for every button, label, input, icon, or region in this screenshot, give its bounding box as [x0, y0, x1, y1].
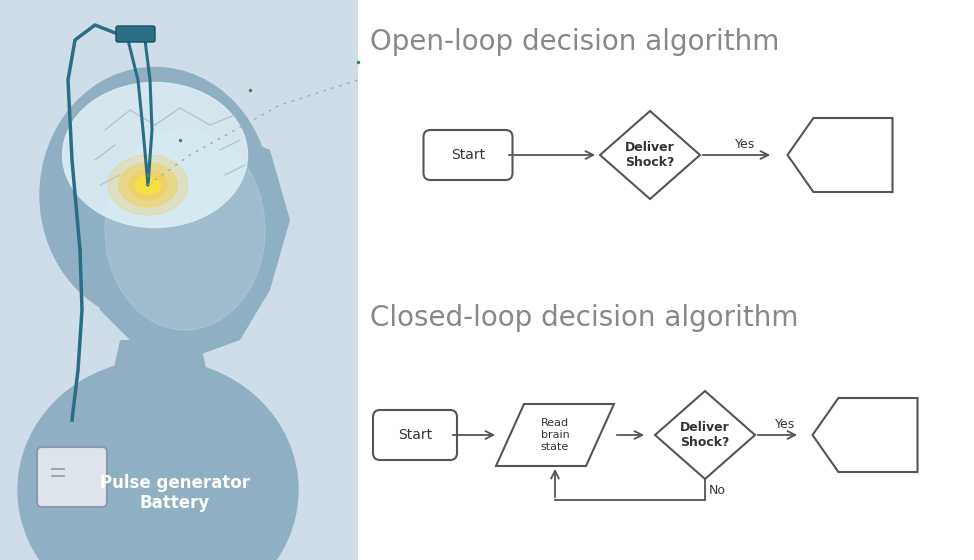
- Ellipse shape: [40, 68, 270, 323]
- Ellipse shape: [18, 360, 298, 560]
- Ellipse shape: [108, 155, 188, 215]
- Polygon shape: [496, 404, 614, 466]
- Text: No: No: [709, 483, 726, 497]
- Polygon shape: [85, 100, 290, 360]
- Ellipse shape: [62, 82, 247, 227]
- Text: Yes: Yes: [734, 138, 755, 151]
- Ellipse shape: [129, 170, 167, 200]
- Polygon shape: [812, 398, 918, 472]
- Text: Start: Start: [398, 428, 432, 442]
- Ellipse shape: [136, 176, 160, 194]
- FancyBboxPatch shape: [37, 447, 107, 507]
- Text: Start: Start: [451, 148, 485, 162]
- FancyBboxPatch shape: [116, 26, 155, 42]
- Bar: [0, 0, 358, 560]
- Polygon shape: [788, 118, 892, 192]
- Text: Deliver
Shock?: Deliver Shock?: [625, 141, 675, 169]
- Ellipse shape: [119, 163, 177, 207]
- Polygon shape: [655, 391, 755, 479]
- Polygon shape: [600, 111, 700, 199]
- Text: Deliver
Shock?: Deliver Shock?: [680, 421, 730, 449]
- Text: Yes: Yes: [775, 418, 795, 431]
- Ellipse shape: [105, 130, 265, 330]
- Text: Open-loop decision algorithm: Open-loop decision algorithm: [370, 28, 779, 56]
- Text: Pulse generator
Battery: Pulse generator Battery: [100, 474, 250, 512]
- Polygon shape: [105, 340, 215, 410]
- FancyBboxPatch shape: [373, 410, 457, 460]
- Text: Closed-loop decision algorithm: Closed-loop decision algorithm: [370, 304, 799, 332]
- Text: Read
brain
state: Read brain state: [541, 418, 570, 451]
- FancyBboxPatch shape: [424, 130, 512, 180]
